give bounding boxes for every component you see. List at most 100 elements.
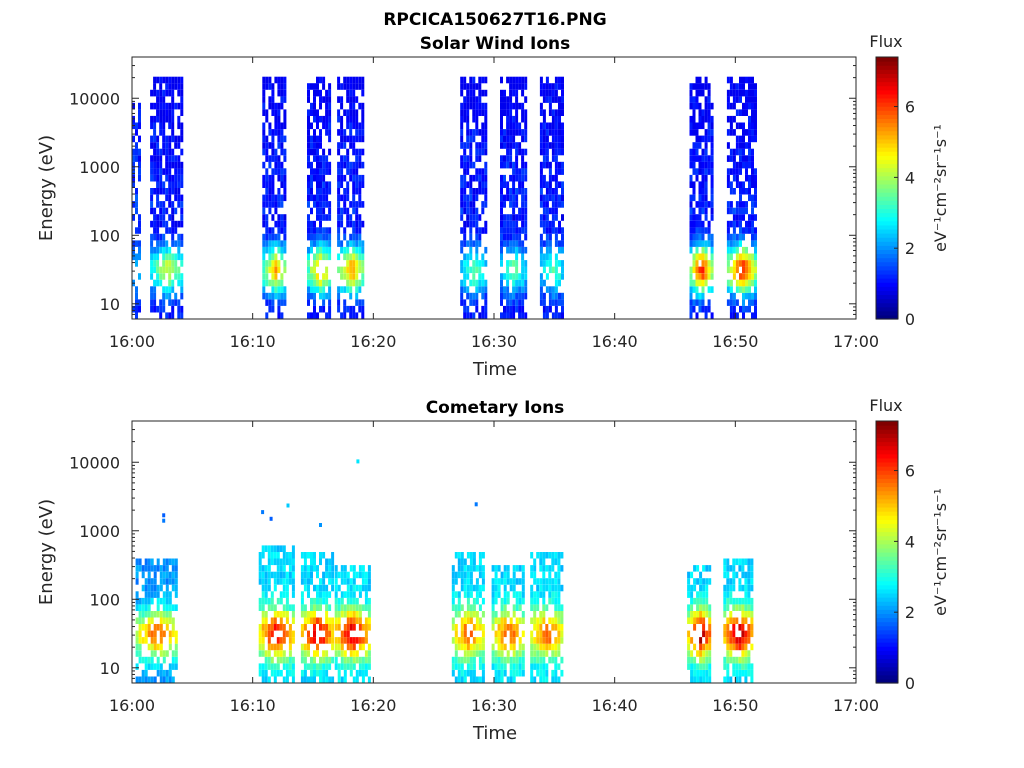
heatmap-cell bbox=[265, 83, 269, 90]
heatmap-cell bbox=[560, 552, 564, 559]
heatmap-cell bbox=[542, 571, 546, 579]
heatmap-cell bbox=[558, 220, 561, 228]
heatmap-cell bbox=[542, 89, 546, 97]
heatmap-cell bbox=[692, 299, 696, 306]
colorbar-tick-label: 6 bbox=[905, 462, 915, 481]
heatmap-cell bbox=[153, 305, 157, 313]
heatmap-cell bbox=[328, 624, 332, 631]
heatmap-cell bbox=[265, 233, 269, 241]
heatmap-cell bbox=[705, 637, 709, 644]
heatmap-cell bbox=[346, 260, 350, 267]
heatmap-cell bbox=[271, 148, 275, 156]
heatmap-cell bbox=[150, 292, 154, 300]
heatmap-cell bbox=[159, 109, 163, 116]
heatmap-cell bbox=[497, 630, 501, 638]
heatmap-cell bbox=[491, 578, 495, 585]
heatmap-cell bbox=[316, 571, 319, 579]
heatmap-cell bbox=[307, 578, 310, 585]
heatmap-cell bbox=[262, 83, 266, 90]
heatmap-cell bbox=[742, 305, 745, 313]
heatmap-cell bbox=[132, 168, 135, 175]
heatmap-cell bbox=[310, 168, 313, 175]
heatmap-cell bbox=[695, 292, 699, 300]
heatmap-cell bbox=[557, 558, 561, 566]
heatmap-cell bbox=[705, 663, 709, 670]
heatmap-cell bbox=[285, 663, 289, 670]
heatmap-cell bbox=[554, 155, 558, 162]
heatmap-cell bbox=[518, 76, 522, 84]
heatmap-cell bbox=[367, 624, 371, 631]
heatmap-cell bbox=[460, 643, 464, 651]
heatmap-cell bbox=[690, 637, 694, 644]
heatmap-cell bbox=[512, 279, 516, 287]
heatmap-cell bbox=[745, 227, 748, 234]
heatmap-cell bbox=[512, 299, 516, 306]
heatmap-cell bbox=[726, 253, 730, 261]
heatmap-cell bbox=[135, 260, 138, 267]
heatmap-cell bbox=[291, 565, 295, 572]
heatmap-cell bbox=[509, 201, 513, 208]
heatmap-cell bbox=[153, 624, 157, 631]
heatmap-cell bbox=[352, 611, 356, 618]
heatmap-cell bbox=[726, 597, 730, 605]
heatmap-cell bbox=[310, 617, 313, 624]
heatmap-cell bbox=[551, 299, 555, 306]
heatmap-cell bbox=[367, 597, 371, 605]
heatmap-cell bbox=[484, 260, 488, 267]
heatmap-cell bbox=[707, 220, 711, 228]
heatmap-cell bbox=[551, 214, 555, 221]
heatmap-cell bbox=[554, 611, 558, 618]
heatmap-cell bbox=[708, 669, 712, 677]
heatmap-cell bbox=[337, 142, 341, 149]
heatmap-cell bbox=[451, 637, 455, 644]
heatmap-cell bbox=[515, 624, 519, 631]
heatmap-cell bbox=[515, 260, 519, 267]
heatmap-cell bbox=[463, 578, 467, 585]
heatmap-cell bbox=[279, 597, 283, 605]
heatmap-cell bbox=[331, 571, 335, 579]
heatmap-cell bbox=[704, 201, 708, 208]
heatmap-cell bbox=[472, 135, 476, 143]
heatmap-cell bbox=[319, 188, 322, 195]
heatmap-cell bbox=[500, 122, 503, 130]
heatmap-cell bbox=[554, 624, 558, 631]
heatmap-cell bbox=[503, 643, 507, 651]
heatmap-cell bbox=[466, 663, 470, 670]
heatmap-cell bbox=[726, 233, 730, 241]
heatmap-cell bbox=[530, 565, 534, 572]
colorbar-segment bbox=[876, 425, 898, 430]
heatmap-cell bbox=[548, 96, 552, 103]
heatmap-cell bbox=[509, 142, 513, 149]
heatmap-cell bbox=[710, 240, 714, 247]
heatmap-cell bbox=[156, 174, 160, 182]
heatmap-cell bbox=[268, 207, 272, 215]
heatmap-cell bbox=[463, 611, 467, 618]
heatmap-cell bbox=[343, 650, 347, 657]
heatmap-cell bbox=[313, 624, 316, 631]
heatmap-cell bbox=[726, 155, 730, 162]
heatmap-cell bbox=[481, 207, 485, 215]
heatmap-cell bbox=[451, 578, 455, 585]
heatmap-cell bbox=[698, 194, 702, 202]
heatmap-cell bbox=[689, 96, 693, 103]
colorbar-tick-label: 0 bbox=[905, 310, 915, 329]
heatmap-cell bbox=[475, 597, 479, 605]
heatmap-cell bbox=[319, 96, 322, 103]
heatmap-cell bbox=[739, 181, 742, 188]
colorbar-segment bbox=[876, 269, 898, 275]
heatmap-cell bbox=[689, 220, 693, 228]
heatmap-cell bbox=[159, 214, 163, 221]
heatmap-cell bbox=[367, 565, 371, 572]
heatmap-cell bbox=[542, 630, 546, 638]
heatmap-cell bbox=[478, 552, 482, 559]
colorbar-segment bbox=[876, 441, 898, 447]
heatmap-cell bbox=[174, 578, 178, 585]
heatmap-cell bbox=[533, 565, 537, 572]
heatmap-cell bbox=[361, 148, 365, 156]
heatmap-cell bbox=[475, 109, 479, 116]
heatmap-cell bbox=[726, 115, 730, 123]
heatmap-cell bbox=[279, 545, 283, 552]
heatmap-cell bbox=[702, 650, 706, 657]
heatmap-cell bbox=[280, 220, 284, 228]
heatmap-cell bbox=[322, 591, 326, 598]
